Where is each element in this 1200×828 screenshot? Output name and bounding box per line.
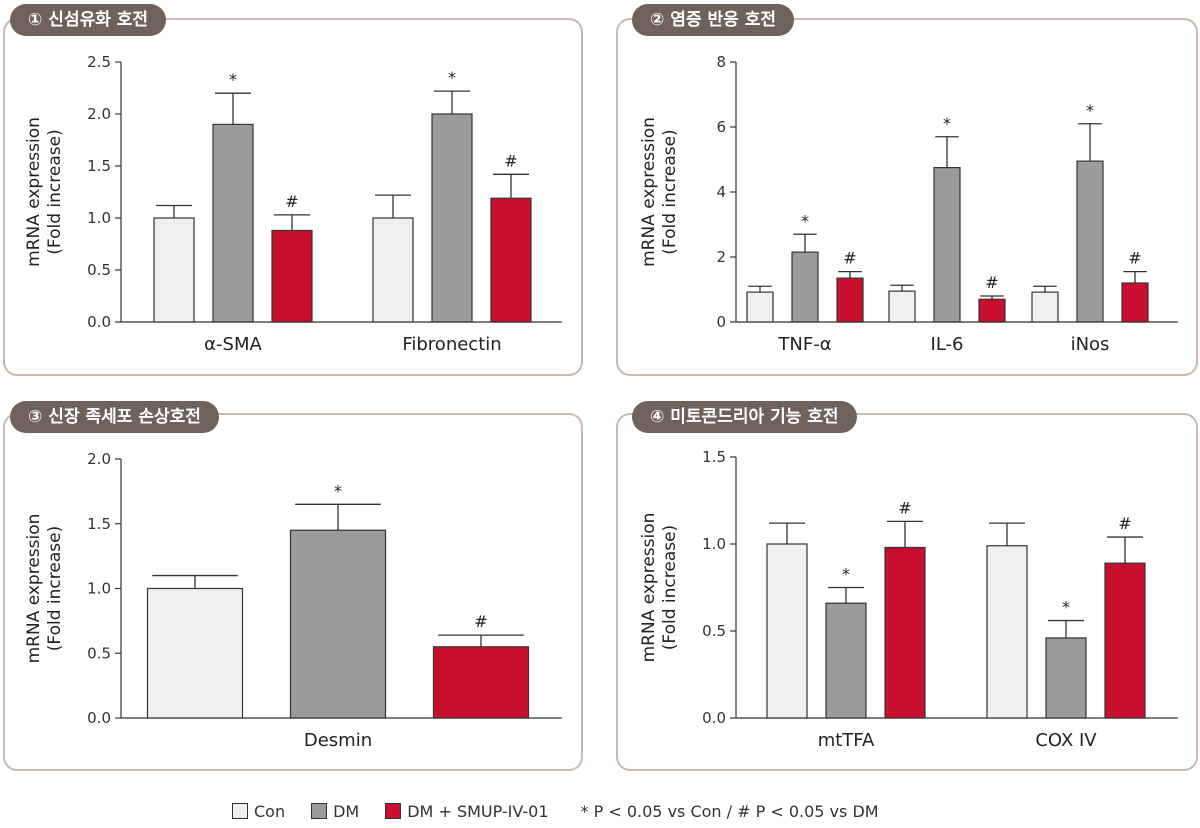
- bar-smup-2-0: [432, 646, 530, 719]
- bar-con-0-1: [372, 217, 414, 323]
- y-tick-label: 0.0: [702, 709, 726, 727]
- bar-con-2-0: [146, 587, 244, 719]
- y-axis-label-line2: (Fold increase): [45, 129, 65, 254]
- bar-con-1-2: [1031, 291, 1059, 323]
- bar-smup-1-0: [836, 277, 864, 323]
- bar-smup-0-1: [490, 197, 532, 323]
- legend-item-con: Con: [232, 802, 285, 821]
- y-axis-label-line1: mRNA expression: [24, 514, 44, 664]
- x-category-label: iNos: [1071, 334, 1110, 355]
- bar-dm-1-0: [791, 251, 819, 323]
- panel-title-inflammation: ② 염증 반응 호전: [632, 4, 794, 36]
- bar-con-3-0: [766, 543, 808, 719]
- y-tick-label: 0: [716, 313, 726, 331]
- legend-swatch-con: [232, 803, 248, 819]
- y-tick-label: 1.0: [87, 580, 111, 598]
- y-tick-label: 1.0: [702, 535, 726, 553]
- y-tick-label: 0.5: [702, 622, 726, 640]
- panel-title-podocyte: ③ 신장 족세포 손상호전: [10, 401, 219, 433]
- bar-dm-3-0: [825, 602, 867, 719]
- significance-mark: *: [943, 114, 951, 133]
- panel-title-fibrosis: ① 신섬유화 호전: [10, 4, 167, 36]
- bar-smup-1-1: [978, 298, 1006, 323]
- y-tick-label: 2.5: [87, 53, 111, 71]
- significance-mark: #: [843, 249, 856, 268]
- legend-label-smup: DM + SMUP-IV-01: [407, 801, 549, 821]
- significance-mark: *: [1086, 101, 1094, 120]
- significance-mark: #: [504, 151, 517, 170]
- bar-dm-2-0: [289, 529, 387, 719]
- x-category-label: Desmin: [304, 730, 372, 751]
- significance-mark: #: [1128, 249, 1141, 268]
- bar-dm-1-1: [933, 167, 961, 323]
- panel-title-mitochondria: ④ 미토콘드리아 기능 호전: [632, 401, 857, 433]
- bar-dm-0-1: [431, 113, 473, 323]
- significance-mark: #: [474, 612, 487, 631]
- bar-con-1-1: [888, 290, 916, 323]
- bar-con-3-1: [986, 545, 1028, 719]
- y-tick-label: 4: [716, 183, 726, 201]
- y-axis-label-line2: (Fold increase): [660, 129, 680, 254]
- y-axis-label-line1: mRNA expression: [24, 117, 44, 267]
- x-category-label: TNF-α: [777, 334, 831, 355]
- y-axis-label-line1: mRNA expression: [639, 513, 659, 663]
- y-tick-label: 2: [716, 248, 726, 266]
- y-axis-label-line2: (Fold increase): [45, 526, 65, 651]
- y-tick-label: 0.5: [87, 644, 111, 662]
- legend-label-con: Con: [254, 801, 286, 821]
- y-tick-label: 1.0: [87, 209, 111, 227]
- significance-mark: *: [842, 565, 850, 584]
- x-category-label: mtTFA: [818, 730, 875, 751]
- legend-swatch-dm: [311, 803, 328, 819]
- y-tick-label: 1.5: [87, 157, 111, 175]
- legend-item-smup: DM + SMUP-IV-01: [385, 801, 549, 821]
- bar-con-0-0: [153, 217, 195, 323]
- y-tick-label: 6: [716, 118, 726, 136]
- significance-mark: #: [898, 498, 911, 517]
- bar-dm-0-0: [212, 123, 254, 323]
- y-axis-label-line1: mRNA expression: [639, 117, 659, 267]
- y-tick-label: 1.5: [702, 448, 726, 466]
- y-tick-label: 2.0: [87, 450, 111, 468]
- bar-con-1-0: [746, 291, 774, 323]
- significance-mark: *: [448, 68, 456, 87]
- y-tick-label: 2.0: [87, 105, 111, 123]
- x-category-label: COX IV: [1035, 730, 1097, 751]
- bar-dm-3-1: [1045, 637, 1087, 719]
- y-tick-label: 0.0: [87, 313, 111, 331]
- significance-note: * P < 0.05 vs Con / # P < 0.05 vs DM: [580, 801, 879, 821]
- y-tick-label: 8: [716, 53, 726, 71]
- x-category-label: α-SMA: [204, 334, 262, 355]
- bar-smup-0-0: [271, 229, 313, 323]
- y-axis-label-line2: (Fold increase): [660, 525, 680, 650]
- legend-item-dm: DM: [311, 802, 359, 821]
- legend-label-dm: DM: [333, 801, 360, 821]
- x-category-label: Fibronectin: [402, 334, 501, 355]
- bar-smup-3-0: [884, 546, 926, 719]
- y-tick-label: 0.0: [87, 709, 111, 727]
- bar-smup-3-1: [1104, 562, 1146, 719]
- x-category-label: IL-6: [931, 334, 964, 355]
- significance-mark: #: [1118, 514, 1131, 533]
- significance-mark: #: [285, 192, 298, 211]
- significance-mark: *: [334, 481, 342, 500]
- significance-mark: *: [1062, 598, 1070, 617]
- significance-mark: *: [801, 211, 809, 230]
- significance-mark: #: [985, 273, 998, 292]
- y-tick-label: 0.5: [87, 261, 111, 279]
- legend: Con DM DM + SMUP-IV-01 * P < 0.05 vs Con…: [232, 799, 879, 823]
- bar-smup-1-2: [1121, 282, 1149, 323]
- y-tick-label: 1.5: [87, 515, 111, 533]
- bar-dm-1-2: [1076, 160, 1104, 323]
- legend-swatch-smup: [385, 803, 402, 819]
- significance-mark: *: [229, 70, 237, 89]
